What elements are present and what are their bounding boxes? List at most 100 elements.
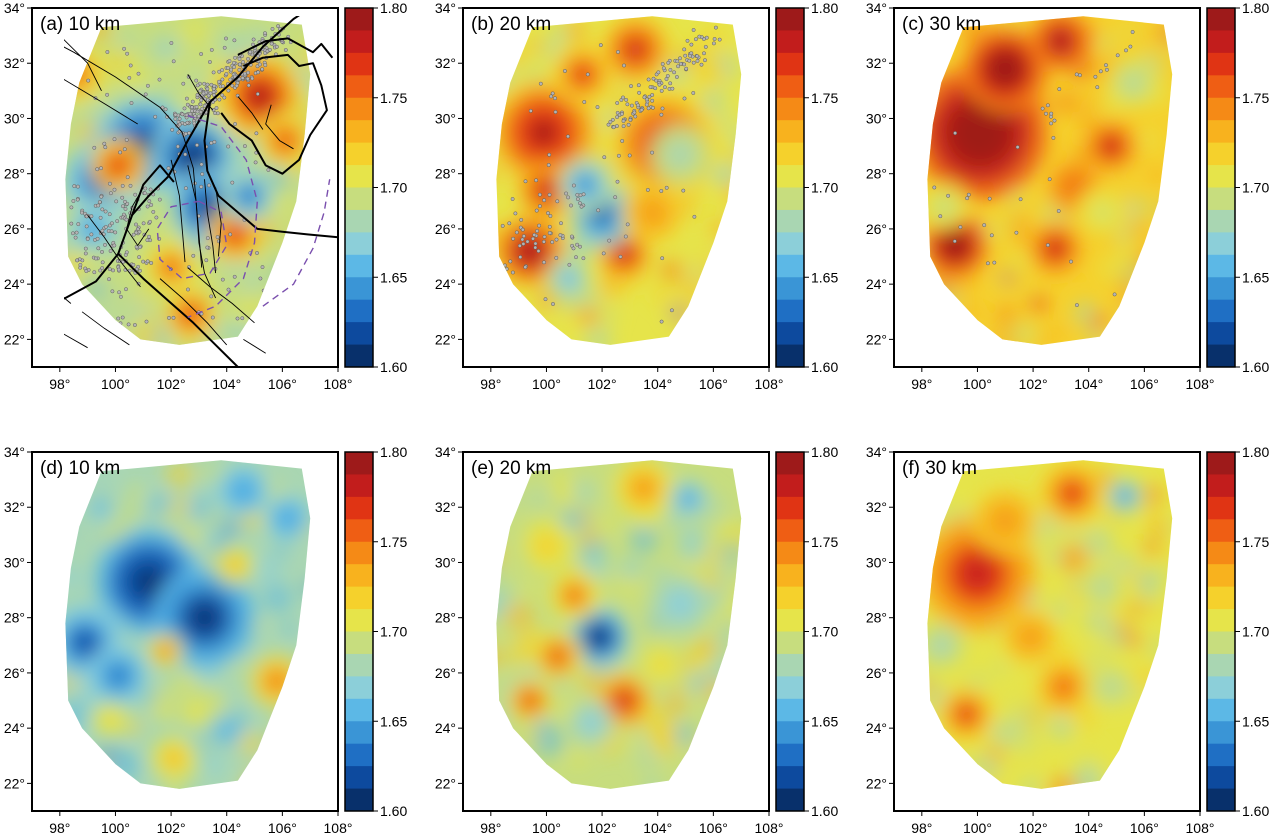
seismic-event: [149, 202, 154, 207]
texture-patch: [1152, 729, 1169, 745]
seismic-event: [642, 95, 647, 100]
seismic-event: [123, 206, 128, 211]
texture-patch: [1159, 329, 1173, 345]
texture-patch: [985, 472, 1001, 488]
seismic-event: [1018, 197, 1023, 202]
texture-patch: [1059, 543, 1090, 575]
texture-patch: [496, 597, 497, 625]
seismic-event: [616, 50, 620, 54]
seismic-event: [704, 35, 709, 40]
anomaly-band: [1096, 580, 1110, 594]
seismic-event: [228, 77, 233, 82]
panel-label: (b) 20 km: [471, 14, 551, 35]
texture-patch: [906, 156, 925, 175]
colorbar-segment: [776, 52, 804, 76]
seismic-event: [689, 51, 694, 56]
texture-patch: [65, 752, 84, 783]
anomaly-band: [1053, 33, 1069, 49]
colorbar-label: 1.75: [380, 534, 407, 550]
seismic-event: [230, 83, 235, 88]
texture-patch: [75, 49, 90, 64]
map-area: [64, 16, 339, 368]
seismic-event: [703, 45, 708, 49]
seismic-event: [514, 230, 519, 235]
seismic-event: [107, 212, 112, 217]
x-tick-label: 106°: [268, 820, 297, 836]
seismic-event: [120, 315, 125, 320]
seismic-event: [95, 167, 100, 172]
texture-patch: [669, 304, 686, 322]
y-tick-label: 26°: [4, 665, 25, 681]
seismic-event: [621, 95, 625, 100]
y-tick-label: 24°: [435, 720, 456, 736]
seismic-event: [572, 183, 576, 188]
texture-patch: [119, 57, 134, 72]
seismic-event: [525, 239, 530, 244]
texture-patch: [222, 321, 243, 343]
texture-patch: [496, 333, 498, 345]
texture-patch: [170, 495, 191, 517]
texture-patch: [496, 293, 503, 318]
texture-patch: [716, 772, 737, 789]
y-tick-label: 34°: [866, 0, 887, 16]
seismic-event: [522, 34, 527, 39]
seismic-event: [166, 166, 171, 171]
seismic-event: [659, 189, 664, 193]
seismic-event: [1052, 118, 1057, 123]
seismic-event: [192, 121, 197, 126]
seismic-event: [269, 41, 274, 46]
seismic-event: [965, 196, 969, 201]
seismic-event: [1112, 292, 1117, 297]
texture-patch: [65, 513, 70, 545]
texture-patch: [496, 162, 499, 186]
seismic-event: [508, 259, 513, 264]
x-tick-label: 102°: [588, 376, 617, 392]
texture-patch: [202, 481, 220, 498]
texture-patch: [1120, 259, 1152, 291]
seismic-event: [222, 45, 227, 50]
texture-patch: [1129, 271, 1155, 297]
seismic-event: [217, 97, 222, 102]
seismic-event: [571, 246, 576, 251]
seismic-event: [650, 150, 654, 155]
texture-patch: [80, 481, 104, 505]
texture-patch: [1089, 312, 1109, 332]
seismic-event: [177, 116, 182, 121]
dashed-ring: [262, 179, 331, 307]
anomaly-band: [241, 188, 257, 203]
seismic-event: [283, 48, 288, 52]
seismic-event: [96, 246, 101, 251]
seismic-event: [668, 68, 673, 72]
seismic-event: [702, 51, 706, 56]
seismic-event: [513, 211, 518, 216]
seismic-event: [507, 221, 512, 226]
panel-d: (d) 10 km 98° 100° 102° 104° 106° 108° 22° 24° 2…: [4, 444, 408, 836]
texture-patch: [238, 322, 263, 345]
seismic-event: [654, 78, 659, 83]
texture-patch: [627, 580, 640, 593]
texture-patch: [276, 712, 293, 729]
seismic-event: [198, 89, 203, 93]
seismic-event: [554, 237, 559, 242]
seismic-event: [1014, 230, 1019, 235]
seismic-event: [1095, 85, 1100, 90]
y-tick-label: 22°: [435, 331, 456, 347]
seismic-event: [270, 26, 275, 31]
colorbar-segment: [1207, 564, 1235, 588]
fault-line: [1105, 783, 1127, 797]
seismic-event: [195, 83, 200, 88]
seismic-event: [1130, 30, 1135, 34]
seismic-event: [122, 147, 127, 152]
seismic-event: [85, 237, 90, 241]
texture-patch: [927, 293, 938, 307]
seismic-event: [142, 191, 147, 196]
seismic-event: [1057, 87, 1062, 92]
y-tick-label: 32°: [866, 55, 887, 71]
colorbar-label: 1.70: [811, 624, 838, 640]
colorbar-segment: [776, 209, 804, 233]
texture-patch: [945, 752, 964, 771]
seismic-event: [646, 77, 651, 82]
seismic-event: [75, 197, 80, 202]
texture-patch: [722, 716, 742, 742]
